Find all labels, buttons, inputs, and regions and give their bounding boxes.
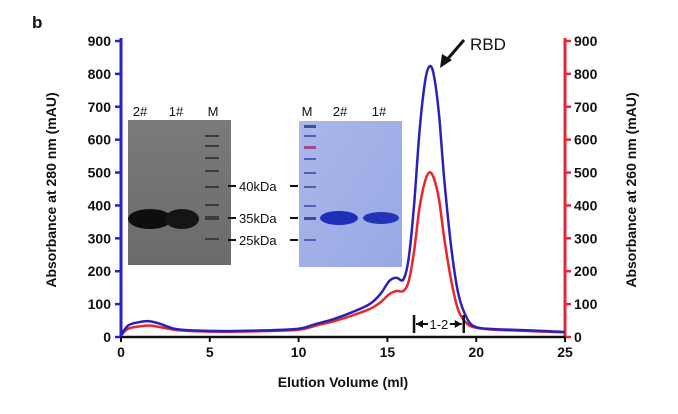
gel-left-band-1 <box>165 209 199 229</box>
x-axis: 0 5 10 15 20 25 <box>117 335 573 360</box>
gel-right-marker-ladder <box>304 125 316 241</box>
right-y-tick-label: 200 <box>574 263 598 279</box>
series-line-a280 <box>119 64 566 337</box>
right-y-axis-title: Absorbance at 260 nm (mAU) <box>623 92 639 287</box>
right-y-axis: 0 100 200 300 400 500 600 700 800 900 <box>563 33 598 345</box>
gel-image-left: 2# 1# M <box>128 104 231 265</box>
x-axis-title: Elution Volume (ml) <box>278 374 408 390</box>
gel-right-band-2 <box>320 211 358 225</box>
right-y-tick-label: 100 <box>574 296 598 312</box>
gel-right-lane-label-2: 1# <box>372 104 387 119</box>
svg-text:35kDa: 35kDa <box>239 211 277 226</box>
left-y-tick-label: 500 <box>88 165 112 181</box>
left-y-tick-label: 200 <box>88 263 112 279</box>
x-tick-label: 0 <box>117 344 125 360</box>
svg-text:40kDa: 40kDa <box>239 179 277 194</box>
left-y-tick-label: 0 <box>103 329 111 345</box>
right-y-tick-label: 900 <box>574 33 598 49</box>
mw-marker-40: 40kDa <box>228 179 298 194</box>
mw-markers: 40kDa 35kDa 25kDa <box>228 179 298 248</box>
gel-left-marker-ladder <box>205 135 219 240</box>
x-tick-label: 25 <box>557 344 573 360</box>
left-y-axis-title: Absorbance at 280 nm (mAU) <box>43 92 59 287</box>
x-tick-label: 20 <box>468 344 484 360</box>
left-y-tick-label: 700 <box>88 99 112 115</box>
gel-left-lane-label-0: 2# <box>133 104 148 119</box>
right-y-tick-label: 700 <box>574 99 598 115</box>
left-y-axis: 0 100 200 300 400 500 600 700 800 900 <box>88 33 123 345</box>
left-y-tick-label: 800 <box>88 66 112 82</box>
rbd-annotation: RBD <box>440 35 506 68</box>
gel-right-lane-label-1: 2# <box>333 104 348 119</box>
gel-right-lane-label-0: M <box>302 104 313 119</box>
right-y-tick-label: 800 <box>574 66 598 82</box>
fraction-bracket: 1-2 <box>412 315 466 333</box>
x-tick-label: 5 <box>206 344 214 360</box>
gel-left-band-2 <box>128 209 172 229</box>
right-y-tick-label: 400 <box>574 197 598 213</box>
right-y-tick-label: 500 <box>574 165 598 181</box>
right-y-tick-label: 300 <box>574 230 598 246</box>
gel-left-lane-label-2: M <box>208 104 219 119</box>
gel-left-lane-label-1: 1# <box>169 104 184 119</box>
series-layer <box>119 64 566 337</box>
panel-label: b <box>32 13 42 32</box>
gel-right-band-1 <box>363 212 399 224</box>
left-y-tick-label: 300 <box>88 230 112 246</box>
x-tick-label: 10 <box>291 344 307 360</box>
left-y-tick-label: 600 <box>88 132 112 148</box>
rbd-label: RBD <box>470 35 506 54</box>
x-tick-label: 15 <box>380 344 396 360</box>
right-y-tick-label: 0 <box>574 329 582 345</box>
right-y-tick-label: 600 <box>574 132 598 148</box>
mw-marker-35: 35kDa <box>228 211 298 226</box>
fraction-arrowhead-right <box>454 320 462 328</box>
rbd-arrow-head <box>440 54 452 68</box>
left-y-tick-label: 100 <box>88 296 112 312</box>
left-y-tick-label: 400 <box>88 197 112 213</box>
left-y-tick-label: 900 <box>88 33 112 49</box>
svg-text:25kDa: 25kDa <box>239 233 277 248</box>
gel-image-right: M 2# 1# <box>299 104 402 267</box>
fraction-label: 1-2 <box>430 317 449 332</box>
mw-marker-25: 25kDa <box>228 233 298 248</box>
fraction-arrowhead-left <box>416 320 424 328</box>
